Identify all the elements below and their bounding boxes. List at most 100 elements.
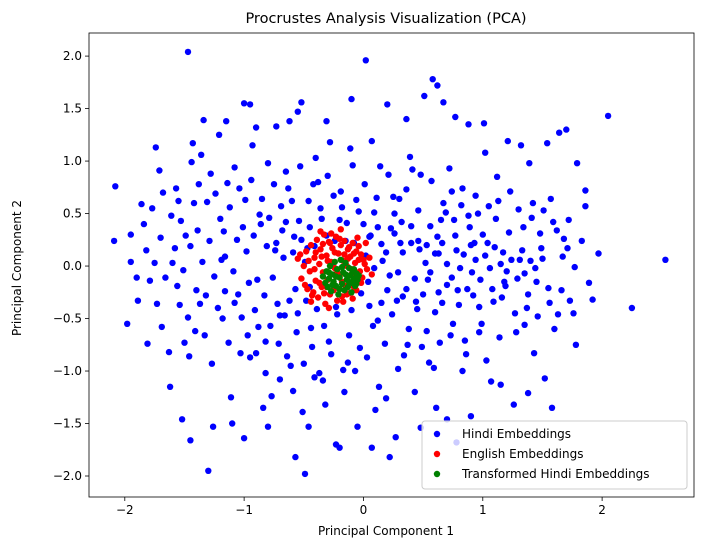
data-point: [219, 315, 226, 322]
data-point: [311, 254, 318, 261]
data-point: [429, 76, 436, 83]
data-point: [212, 190, 219, 197]
series-2: [319, 256, 362, 298]
data-point: [478, 320, 485, 327]
data-point: [180, 267, 187, 274]
y-tick-label: 2.0: [63, 49, 82, 63]
data-point: [527, 257, 534, 264]
data-point: [521, 270, 528, 277]
data-point: [252, 350, 260, 357]
data-point: [604, 112, 612, 120]
data-point: [497, 381, 504, 388]
data-point: [415, 207, 422, 214]
legend-label: English Embeddings: [462, 447, 583, 461]
data-point: [419, 291, 427, 298]
legend-label: Transformed Hindi Embeddings: [461, 467, 650, 481]
data-point: [564, 245, 571, 252]
data-point: [286, 297, 293, 304]
data-point: [325, 304, 333, 312]
data-point: [187, 437, 194, 444]
data-point: [193, 287, 200, 294]
data-point: [360, 220, 367, 228]
data-point: [541, 375, 548, 382]
data-point: [157, 234, 164, 241]
data-point: [293, 329, 300, 336]
y-tick-label: −0.5: [53, 312, 82, 326]
data-point: [275, 340, 282, 347]
data-point: [311, 266, 318, 273]
data-point: [585, 279, 593, 286]
data-point: [221, 288, 229, 295]
data-point: [240, 100, 248, 107]
data-point: [533, 278, 540, 285]
data-point: [524, 389, 532, 397]
data-point: [319, 377, 327, 384]
data-point: [595, 250, 602, 257]
data-point: [348, 306, 355, 314]
data-point: [230, 268, 237, 275]
series-0: [110, 48, 669, 478]
data-point: [392, 434, 399, 441]
data-point: [357, 290, 365, 297]
data-point: [347, 145, 354, 152]
data-point: [317, 228, 324, 235]
data-point: [305, 423, 312, 430]
data-point: [381, 340, 389, 347]
data-point: [368, 444, 375, 451]
data-point: [348, 95, 355, 103]
data-point: [453, 247, 460, 254]
data-point: [437, 216, 445, 224]
data-point: [314, 178, 322, 186]
data-point: [573, 160, 581, 167]
data-point: [263, 242, 270, 250]
legend-marker: [433, 450, 441, 458]
data-point: [341, 237, 348, 245]
data-point: [277, 203, 285, 210]
data-point: [242, 196, 249, 204]
data-point: [368, 137, 375, 145]
data-point: [206, 237, 213, 245]
data-point: [362, 57, 369, 64]
data-point: [354, 234, 361, 241]
data-point: [340, 298, 347, 305]
data-point: [349, 239, 356, 247]
data-point: [194, 227, 201, 234]
data-point: [442, 209, 449, 216]
data-point: [151, 259, 158, 267]
data-point: [264, 160, 272, 167]
data-point: [353, 280, 360, 288]
data-point: [255, 323, 262, 331]
data-point: [214, 304, 222, 312]
data-point: [345, 244, 353, 251]
data-point: [335, 291, 342, 298]
data-point: [300, 262, 307, 270]
data-point: [280, 254, 287, 261]
data-point: [314, 294, 322, 301]
data-point: [110, 237, 118, 245]
data-point: [405, 325, 412, 333]
data-point: [294, 310, 301, 317]
data-point: [434, 233, 441, 240]
data-point: [282, 168, 290, 175]
data-point: [266, 214, 273, 221]
data-point: [385, 171, 392, 178]
data-point: [443, 260, 451, 268]
data-point: [422, 259, 429, 267]
data-point: [440, 199, 447, 207]
data-point: [411, 275, 418, 282]
data-point: [238, 314, 245, 321]
data-point: [496, 334, 503, 341]
x-tick-label: 2: [598, 503, 606, 517]
axes-layer: −2 −1 0 1 2 −2.0 −1.5 −1.0 −0.5 0.0 0.5 1.0 1.5 2.0: [53, 32, 695, 517]
data-point: [237, 350, 244, 357]
data-point: [477, 276, 484, 283]
data-point: [264, 423, 272, 430]
data-point: [328, 288, 335, 295]
data-point: [434, 82, 441, 89]
data-point: [391, 210, 398, 217]
data-point: [534, 313, 541, 320]
data-point: [492, 215, 500, 222]
data-point: [421, 92, 428, 100]
data-point: [317, 246, 324, 253]
data-point: [560, 235, 568, 242]
